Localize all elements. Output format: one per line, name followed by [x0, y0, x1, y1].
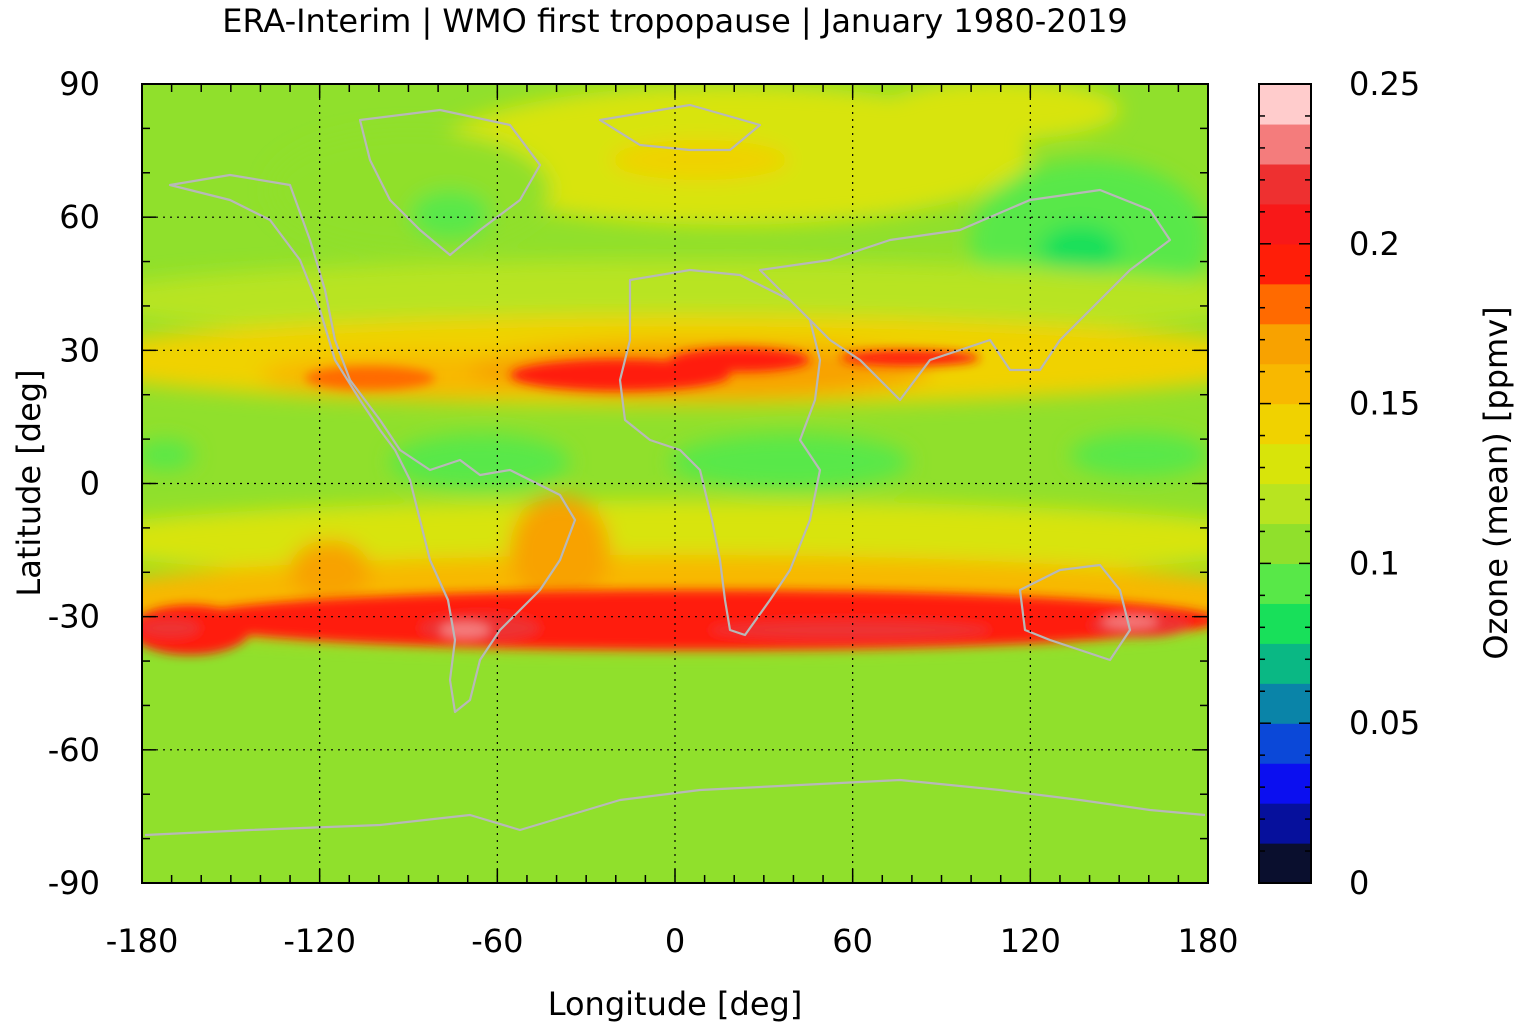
pacific-yellow-region: [880, 84, 1120, 140]
plot-area: [142, 84, 1208, 883]
arctic-orange-patch: [610, 140, 790, 180]
y-tick-label: -90: [48, 864, 100, 902]
colorbar-ticks: 0.25 0.2 0.15 0.1 0.05 0: [1259, 65, 1420, 902]
colorbar-level-swatch: [1259, 763, 1311, 804]
colorbar-level-swatch: [1259, 283, 1311, 325]
north-max-atlantic: [305, 366, 435, 390]
tropical-green-atlantic: [390, 434, 570, 490]
north-max-africa-east: [670, 348, 810, 372]
colorbar-tick-label: 0.05: [1349, 704, 1420, 742]
colorbar-level-swatch: [1259, 603, 1311, 644]
x-tick-label: -120: [283, 922, 356, 960]
tropical-green-dateline: [142, 440, 195, 470]
y-tick-label: 30: [59, 331, 100, 369]
x-tick-label: -180: [106, 922, 179, 960]
colorbar-level-swatch: [1259, 363, 1311, 405]
colorbar-tick-label: 0.1: [1349, 544, 1400, 582]
grid-lines: [142, 84, 1208, 883]
tropical-green-africa: [670, 434, 910, 490]
colorbar-level-swatch: [1259, 323, 1311, 365]
canada-green-region: [270, 130, 550, 250]
colorbar-tick-label: 0: [1349, 864, 1369, 902]
colorbar-tick-label: 0.2: [1349, 225, 1400, 263]
y-axis-title: Latitude [deg]: [10, 369, 48, 596]
north-max-asia: [840, 350, 980, 366]
x-tick-label: 0: [665, 922, 685, 960]
chart-title: ERA-Interim | WMO first tropopause | Jan…: [222, 2, 1128, 40]
colorbar-level-swatch: [1259, 403, 1311, 445]
ozone-field-maxima: [142, 348, 1208, 655]
colorbar-level-swatch: [1259, 443, 1311, 485]
x-tick-label: 180: [1177, 922, 1238, 960]
south-max-pink-west: [142, 618, 200, 638]
y-tick-label: 60: [59, 198, 100, 236]
colorbar-level-swatch: [1259, 723, 1311, 764]
hudson-green-core: [410, 190, 490, 240]
colorbar-level-swatch: [1259, 203, 1311, 245]
colorbar-level-swatch: [1259, 84, 1311, 125]
colorbar-frame: [1258, 83, 1312, 884]
south-max-pink-indian: [710, 620, 990, 640]
x-tick-label: -60: [471, 922, 523, 960]
colorbar-level-swatch: [1259, 843, 1311, 884]
south-max-peak-sa: [440, 622, 490, 638]
x-axis-ticks: -180 -120 -60 0 60 120 180: [106, 84, 1239, 960]
colorbar-level-swatch: [1259, 803, 1311, 844]
y-tick-label: -60: [48, 731, 100, 769]
y-tick-label: 0: [80, 465, 100, 503]
colorbar-level-swatch: [1259, 163, 1311, 205]
x-tick-label: 60: [832, 922, 873, 960]
tropical-green-pacific: [1070, 433, 1208, 477]
south-max-peak-australia: [1102, 616, 1158, 628]
colorbar-level-swatch: [1259, 123, 1311, 165]
x-tick-label: 120: [1000, 922, 1061, 960]
colorbar-tick-label: 0.15: [1349, 385, 1420, 423]
y-axis-ticks: 90 60 30 0 -30 -60 -90: [48, 65, 1208, 902]
colorbar-level-swatch: [1259, 243, 1311, 285]
south-max-belt: [180, 590, 1208, 650]
y-tick-label: 90: [59, 65, 100, 103]
colorbar-level-swatch: [1259, 643, 1311, 684]
colorbar-level-swatch: [1259, 523, 1311, 564]
colorbar-level-swatch: [1259, 683, 1311, 724]
colorbar: [1259, 84, 1311, 884]
colorbar-tick-label: 0.25: [1349, 65, 1420, 103]
coastline-outline: [144, 103, 1206, 837]
colorbar-level-swatch: [1259, 483, 1311, 525]
y-tick-label: -30: [48, 598, 100, 636]
south-pacific-orange-tongue: [290, 540, 370, 600]
siberia-green-core: [1040, 225, 1120, 275]
colorbar-level-swatch: [1259, 563, 1311, 604]
colorbar-title: Ozone (mean) [ppmv]: [1477, 306, 1515, 659]
south-america-orange-tongue: [510, 495, 610, 605]
north-max-africa-core: [510, 359, 730, 391]
x-axis-title: Longitude [deg]: [548, 985, 803, 1023]
